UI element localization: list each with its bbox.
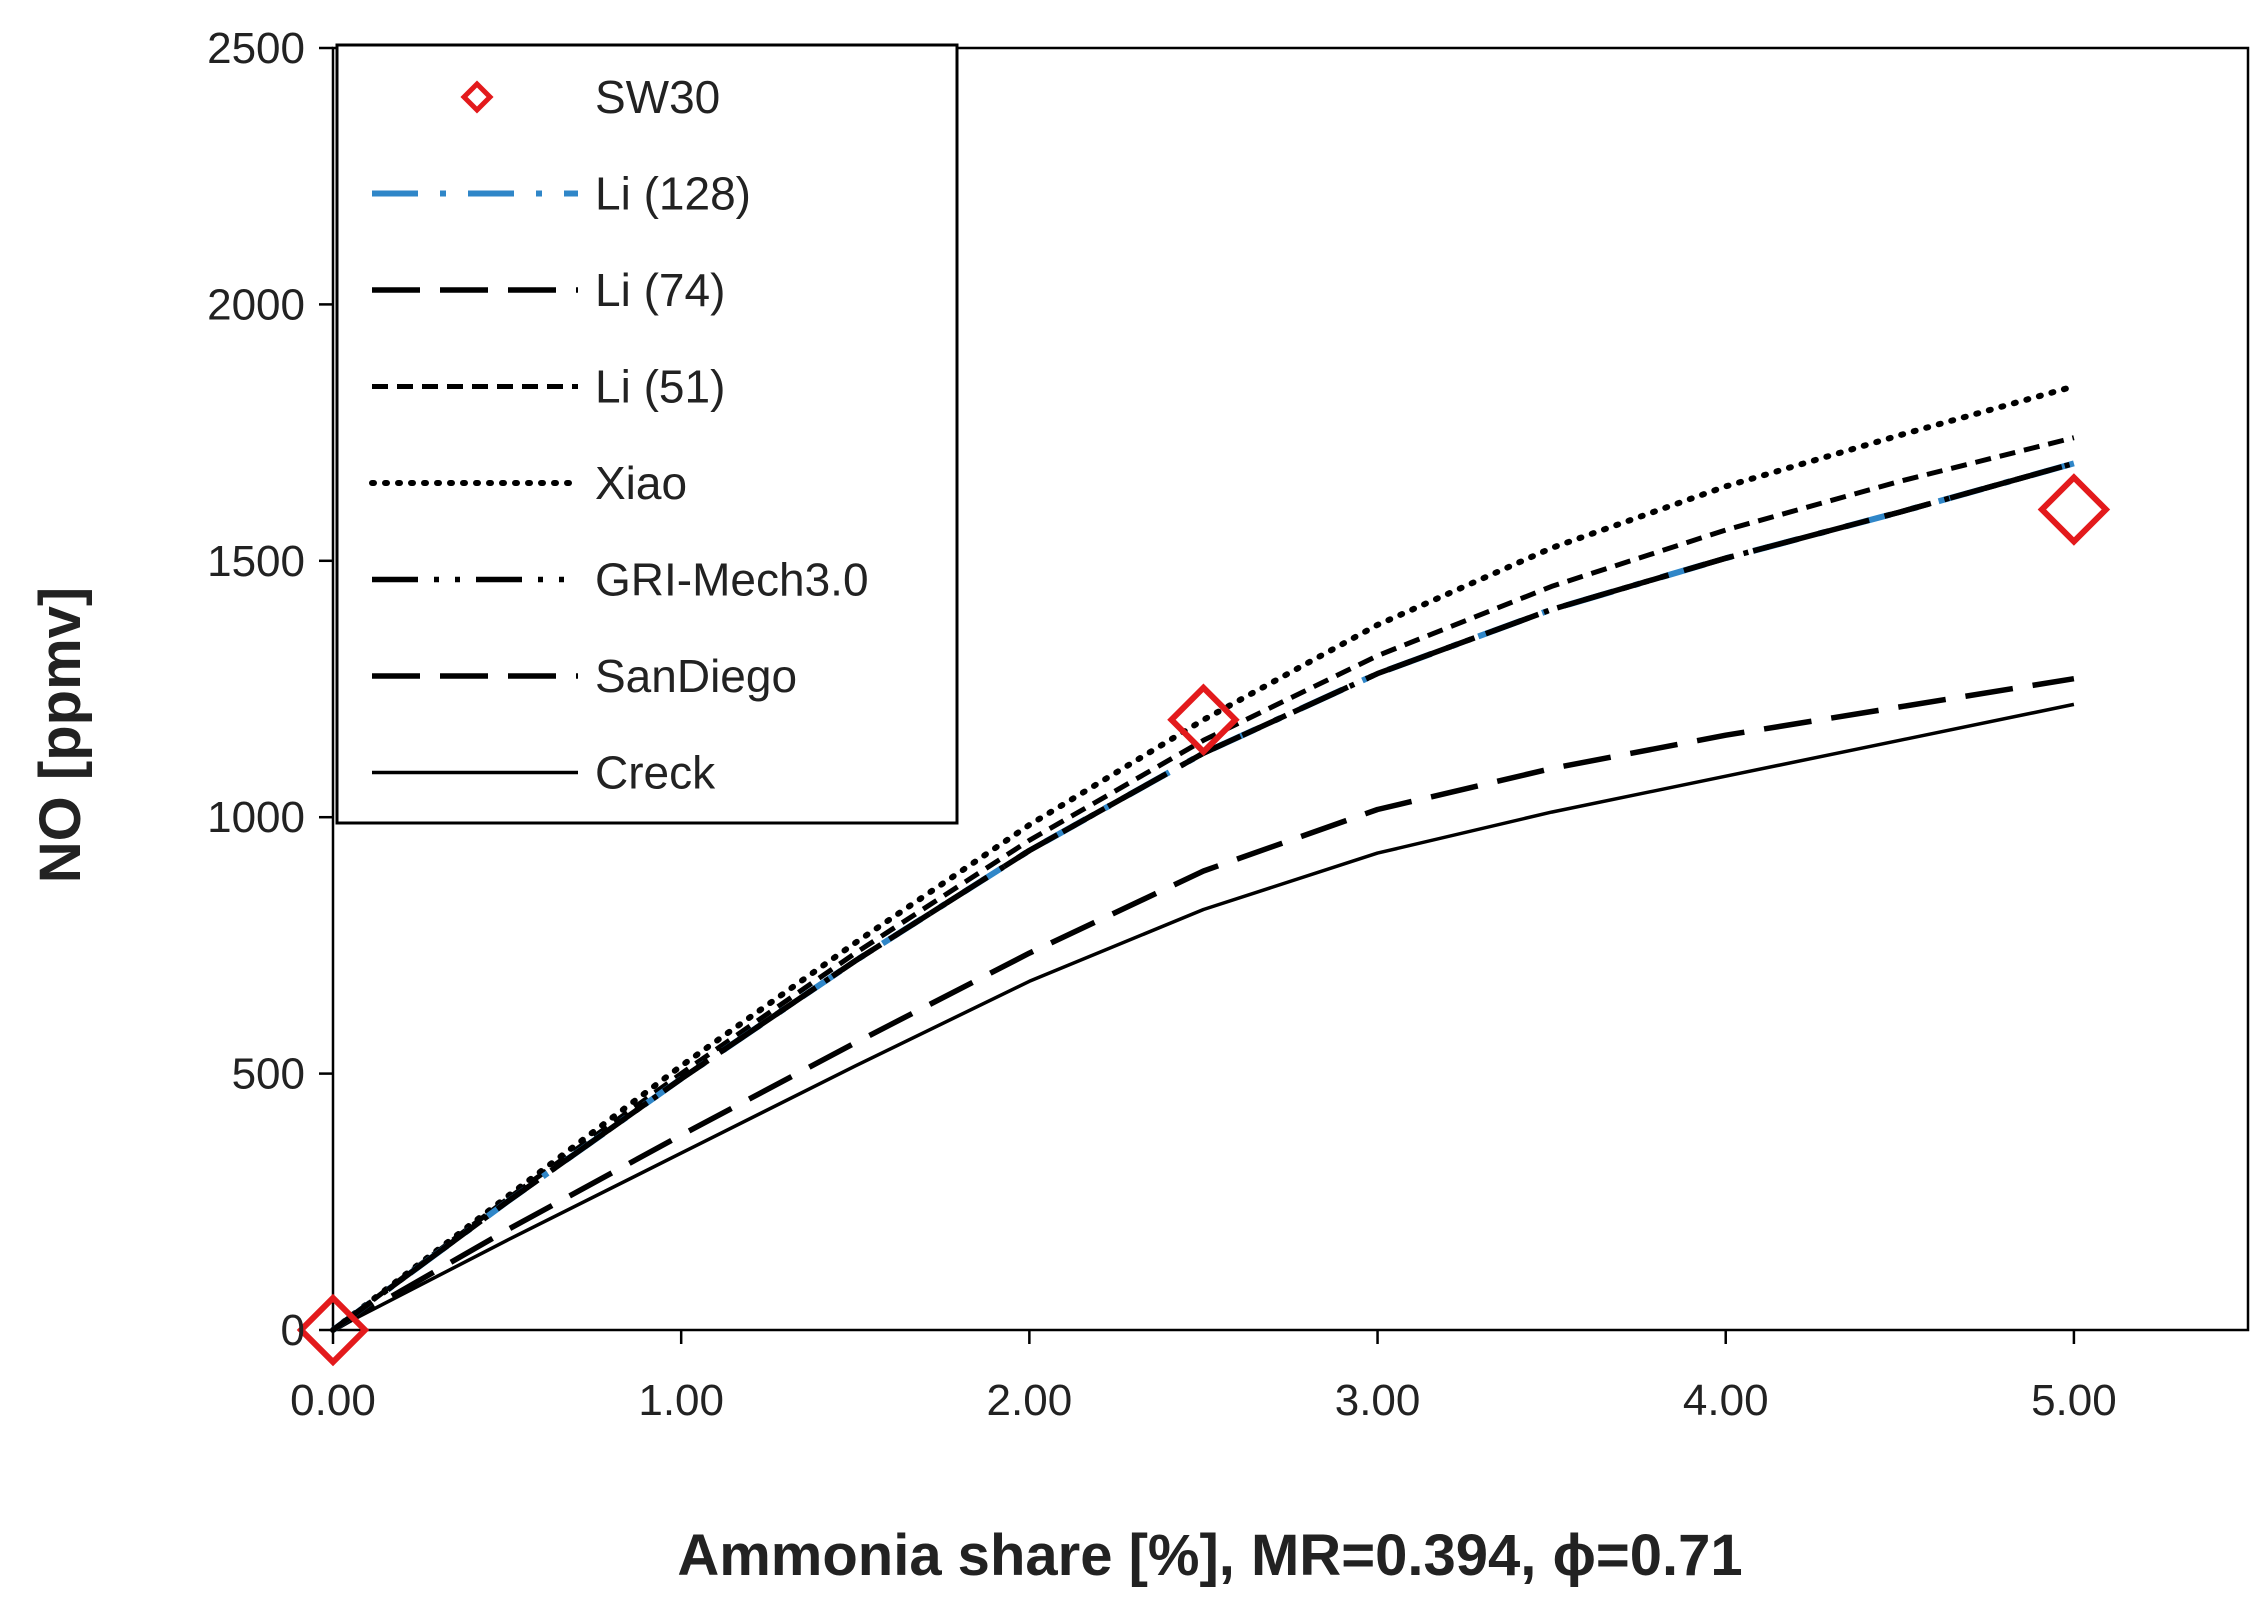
- x-tick-label: 1.00: [638, 1376, 724, 1425]
- x-tick-label: 2.00: [987, 1376, 1073, 1425]
- legend-label-li-74: Li (74): [595, 264, 725, 316]
- legend-label-sandiego: SanDiego: [595, 650, 797, 702]
- legend-label-creck: Creck: [595, 747, 716, 799]
- x-tick-label: 4.00: [1683, 1376, 1769, 1425]
- data-point-sw30: [2037, 473, 2111, 546]
- legend-label-xiao: Xiao: [595, 457, 687, 509]
- series-line-xiao: [330, 383, 2077, 1333]
- series-line-creck: [332, 702, 2075, 1332]
- y-tick-label: 1000: [207, 793, 305, 842]
- series-line-sandiego: [331, 675, 2075, 1333]
- x-axis-title: Ammonia share [%], MR=0.394, ϕ=0.71: [677, 1523, 1742, 1588]
- legend-label-gri-mech3-0: GRI-Mech3.0: [595, 554, 869, 606]
- y-axis-title: NO [ppmv]: [28, 587, 93, 883]
- y-tick-label: 0: [281, 1306, 305, 1355]
- y-tick-label: 2500: [207, 24, 305, 73]
- series-line-li-51: [331, 435, 2075, 1332]
- x-tick-label: 5.00: [2031, 1376, 2117, 1425]
- legend-label-sw30: SW30: [595, 71, 720, 123]
- plot-area: [331, 46, 2250, 1332]
- data-point-sw30: [1167, 683, 1240, 757]
- legend-label-li-128: Li (128): [595, 168, 751, 220]
- legend-label-li-51: Li (51): [595, 361, 725, 413]
- x-tick-label: 3.00: [1335, 1376, 1421, 1425]
- y-tick-label: 500: [232, 1050, 305, 1099]
- y-tick-label: 2000: [207, 280, 305, 329]
- legend-swatch-sw30: [460, 80, 494, 114]
- x-tick-label: 0.00: [290, 1376, 376, 1425]
- data-point-sw30: [296, 1293, 370, 1367]
- legend-box: [335, 43, 959, 825]
- y-tick-label: 1500: [207, 537, 305, 586]
